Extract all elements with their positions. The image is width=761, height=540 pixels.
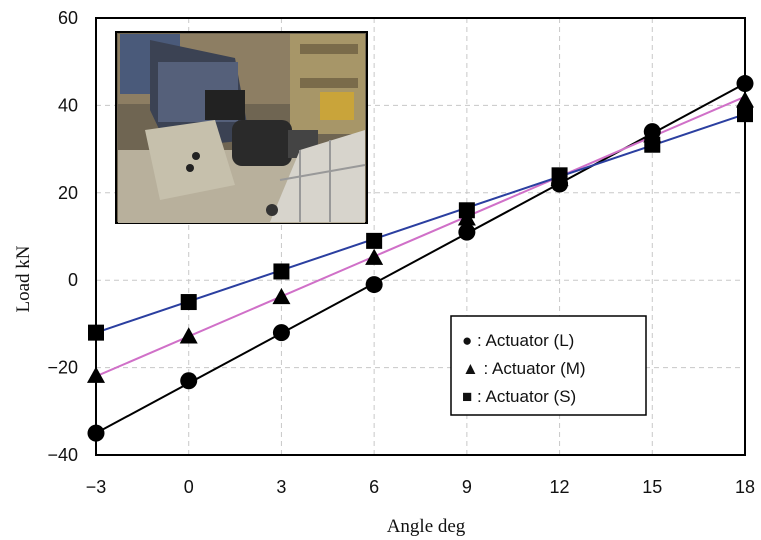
x-axis-ticks: −3 0 3 6 9 12 15 18 bbox=[86, 477, 755, 497]
y-tick-label: 40 bbox=[58, 95, 78, 115]
y-tick-label: 60 bbox=[58, 8, 78, 28]
y-tick-label: 20 bbox=[58, 183, 78, 203]
x-tick-label: 9 bbox=[462, 477, 472, 497]
x-tick-label: 15 bbox=[642, 477, 662, 497]
y-axis-title: Load kN bbox=[13, 245, 34, 312]
x-tick-label: 6 bbox=[369, 477, 379, 497]
legend-entry-label: ▲ : Actuator (M) bbox=[462, 359, 586, 378]
x-tick-label: 18 bbox=[735, 477, 755, 497]
x-tick-label: 0 bbox=[184, 477, 194, 497]
plot-frame bbox=[95, 17, 746, 456]
legend: ● : Actuator (L) ▲ : Actuator (M) ■ : Actu… bbox=[450, 315, 647, 416]
data-point-circle bbox=[180, 372, 198, 390]
y-tick-label: −20 bbox=[47, 358, 78, 378]
y-tick-label: 0 bbox=[68, 270, 78, 290]
fit-line bbox=[95, 82, 746, 435]
data-point-circle bbox=[365, 276, 383, 294]
data-point-square bbox=[180, 294, 197, 311]
data-point-square bbox=[737, 106, 753, 123]
data-point-circle bbox=[272, 324, 290, 342]
data-point-triangle bbox=[87, 366, 105, 383]
x-tick-label: 3 bbox=[276, 477, 286, 497]
data-point-circle bbox=[736, 75, 754, 93]
data-point-triangle bbox=[365, 248, 384, 265]
fit-line bbox=[95, 113, 746, 334]
y-axis-ticks: 60 40 20 0 −20 −40 bbox=[47, 8, 78, 465]
data-point-square bbox=[366, 232, 383, 249]
data-point-triangle bbox=[179, 327, 198, 344]
data-point-square bbox=[273, 263, 290, 280]
data-point-square bbox=[458, 202, 475, 219]
data-point-circle bbox=[87, 424, 105, 442]
fit-lines bbox=[95, 82, 746, 435]
legend-entry-label: ■ : Actuator (S) bbox=[462, 387, 576, 406]
data-point-square bbox=[551, 167, 568, 184]
x-tick-label: −3 bbox=[86, 477, 107, 497]
y-tick-label: −40 bbox=[47, 445, 78, 465]
x-axis-title: Angle deg bbox=[387, 516, 466, 537]
legend-entry-label: ● : Actuator (L) bbox=[462, 331, 574, 350]
x-tick-label: 12 bbox=[550, 477, 570, 497]
data-point-square bbox=[644, 136, 661, 153]
data-markers bbox=[87, 75, 754, 442]
data-point-circle bbox=[458, 223, 476, 241]
fit-line bbox=[95, 95, 746, 378]
data-point-square bbox=[88, 324, 104, 341]
legend-box bbox=[450, 315, 647, 416]
inset-photo bbox=[115, 31, 368, 224]
data-point-triangle bbox=[736, 91, 754, 108]
data-point-triangle bbox=[272, 287, 291, 305]
